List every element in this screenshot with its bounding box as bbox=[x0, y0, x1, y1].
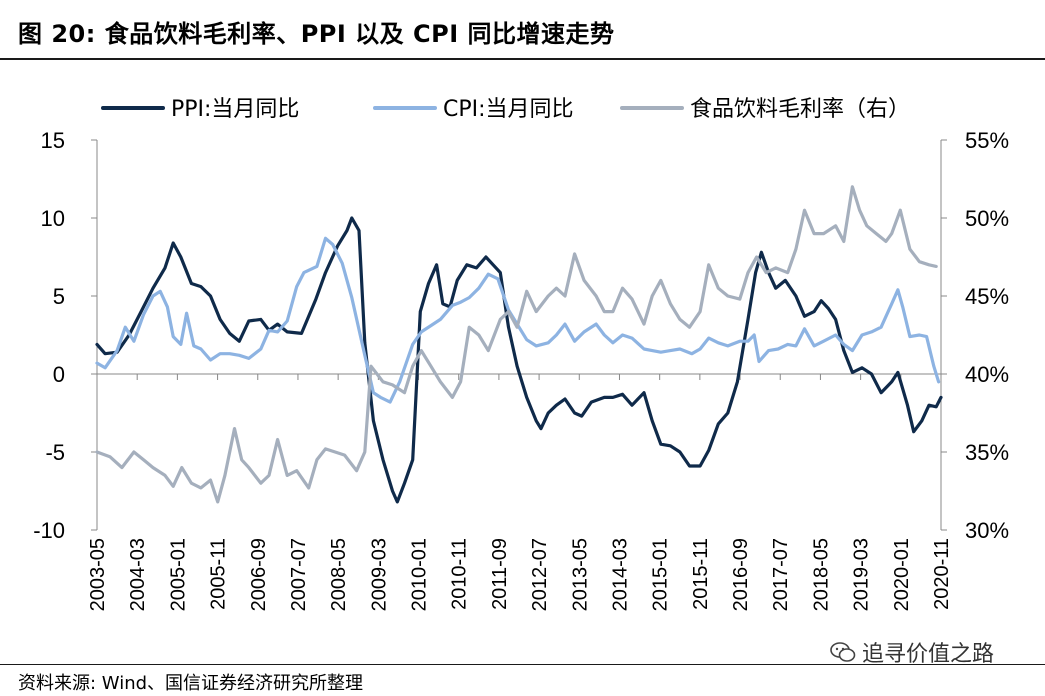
legend: PPI:当月同比 CPI:当月同比 食品饮料毛利率（右） bbox=[101, 97, 910, 122]
x-tick-label: 2018-05 bbox=[810, 538, 832, 611]
y-right-tick-label: 40% bbox=[965, 362, 1009, 387]
legend-label-2: CPI:当月同比 bbox=[443, 97, 574, 122]
x-tick-label: 2012-07 bbox=[529, 538, 551, 611]
x-tick-label: 2010-11 bbox=[449, 538, 471, 610]
y-left-tick-label: 15 bbox=[41, 128, 65, 153]
series-line-1 bbox=[95, 216, 943, 504]
wechat-icon bbox=[830, 642, 856, 662]
watermark: 追寻价值之路 bbox=[830, 636, 994, 668]
x-tick-label: 2006-09 bbox=[248, 538, 270, 611]
y-left-tick-label: -5 bbox=[45, 440, 65, 465]
x-tick-label: 2017-07 bbox=[770, 538, 792, 611]
x-tick-label: 2011-09 bbox=[489, 538, 511, 610]
bottom-rule bbox=[0, 664, 1045, 665]
legend-label-3: 食品饮料毛利率（右） bbox=[690, 97, 910, 122]
chart-title: 图 20: 食品饮料毛利率、PPI 以及 CPI 同比增速走势 bbox=[18, 20, 615, 48]
x-tick-label: 2020-01 bbox=[891, 538, 913, 611]
top-rule bbox=[0, 58, 1045, 60]
x-tick-label: 2013-05 bbox=[569, 538, 591, 611]
series-line-2 bbox=[95, 236, 941, 404]
chart-svg: PPI:当月同比 CPI:当月同比 食品饮料毛利率（右） 15 10 5 0 -5 -10 55… bbox=[33, 97, 1009, 611]
x-tick-label: 2015-01 bbox=[650, 538, 672, 611]
x-tick-label: 2008-05 bbox=[328, 538, 350, 611]
x-tick-label: 2015-11 bbox=[690, 538, 712, 610]
x-tick-label: 2005-11 bbox=[208, 538, 230, 610]
axes bbox=[91, 139, 947, 531]
y-right-tick-label: 30% bbox=[965, 518, 1009, 543]
y-left-tick-label: 10 bbox=[41, 206, 65, 231]
x-tick-label: 2004-03 bbox=[127, 538, 149, 611]
watermark-text: 追寻价值之路 bbox=[862, 642, 995, 667]
x-tick-label: 2003-05 bbox=[87, 538, 109, 611]
series-layer bbox=[95, 185, 943, 504]
y-right-tick-label: 45% bbox=[965, 284, 1009, 309]
y-left-tick-label: 5 bbox=[53, 284, 65, 309]
y-left-tick-label: -10 bbox=[33, 518, 65, 543]
y-right-tick-label: 35% bbox=[965, 440, 1009, 465]
x-tick-label: 2005-01 bbox=[167, 538, 189, 611]
x-tick-label: 2019-03 bbox=[851, 538, 873, 611]
y-left-tick-label: 0 bbox=[53, 362, 65, 387]
x-tick-label: 2007-07 bbox=[288, 538, 310, 611]
source-note: 资料来源: Wind、国信证券经济研究所整理 bbox=[18, 673, 364, 694]
series-line-3 bbox=[95, 185, 938, 504]
y-right-tick-label: 50% bbox=[965, 206, 1009, 231]
x-tick-label: 2020-11 bbox=[931, 538, 953, 610]
x-tick-label: 2016-09 bbox=[730, 538, 752, 611]
y-right-tick-label: 55% bbox=[965, 128, 1009, 153]
ticks-layer: 15 10 5 0 -5 -10 55% 50% 45% 40% 35% 30% 2003-05 2004… bbox=[33, 128, 1009, 611]
x-tick-label: 2014-03 bbox=[609, 538, 631, 611]
legend-label-1: PPI:当月同比 bbox=[171, 97, 299, 122]
x-tick-label: 2009-03 bbox=[368, 538, 390, 611]
x-tick-label: 2010-01 bbox=[409, 538, 431, 611]
